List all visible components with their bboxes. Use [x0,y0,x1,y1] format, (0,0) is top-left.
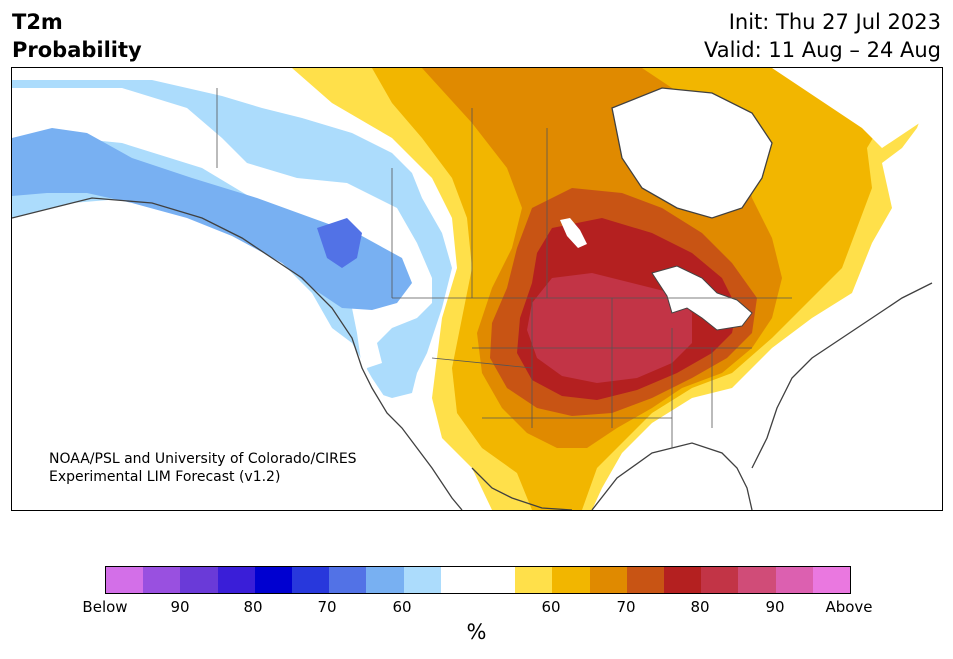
colorbar-unit: % [466,620,487,644]
map-title: T2m Probability [12,8,142,64]
colorbar-segment [180,567,218,593]
colorbar-tick-label: Below [82,598,128,616]
colorbar-segment [254,567,293,593]
probability-map [11,67,943,511]
credit-line-1: NOAA/PSL and University of Colorado/CIRE… [49,451,357,467]
colorbar-segment [217,567,255,593]
colorbar-segment [664,567,702,593]
political-borders [216,88,792,448]
colorbar-segment [403,567,441,593]
colorbar-tick-label: 80 [690,598,710,616]
colorbar-segment [366,567,404,593]
colorbar-segment [478,567,516,593]
credit-line-2: Experimental LIM Forecast (v1.2) [49,469,281,485]
coastlines [12,87,933,510]
atlantic-ocean [772,283,942,510]
colorbar-segment [738,567,776,593]
arctic-water [772,68,942,148]
colorbar-tick-label: Above [825,598,873,616]
colorbar-tick-label: 70 [317,598,337,616]
colorbar-segment [626,567,665,593]
colorbar-segment [701,567,739,593]
forecast-credit: NOAA/PSL and University of Colorado/CIRE… [49,450,357,486]
colorbar-tick-label: 90 [170,598,190,616]
colorbar-tick-label: 80 [243,598,263,616]
title-line-2: Probability [12,38,142,62]
probability-colorbar [105,566,851,594]
init-date: Init: Thu 27 Jul 2023 [728,10,941,34]
below-normal-60-region [12,80,452,398]
above-normal-85-region [527,273,692,383]
colorbar-tick-label: 70 [616,598,636,616]
colorbar-segment [812,567,851,593]
below-normal-70-region [12,128,412,310]
pacific-ocean [12,268,452,510]
forecast-dates: Init: Thu 27 Jul 2023 Valid: 11 Aug – 24… [704,8,941,64]
colorbar-ticks: Below 90 80 70 60 60 70 80 90 Above [82,598,872,618]
lake-winnipeg [560,218,587,248]
colorbar-tick-label: 90 [765,598,785,616]
colorbar-segment [292,567,330,593]
colorbar-segment [440,567,479,593]
colorbar-segment [775,567,813,593]
colorbar-segment [515,567,553,593]
gulf-of-mexico [592,440,762,510]
colorbar-segment [143,567,181,593]
colorbar-segment [329,567,367,593]
title-line-1: T2m [12,10,63,34]
hudson-bay [612,88,772,218]
valid-date: Valid: 11 Aug – 24 Aug [703,38,941,62]
map-canvas [12,68,942,510]
colorbar-tick-label: 60 [392,598,412,616]
colorbar-segment [106,567,144,593]
colorbar-tick-label: 60 [541,598,561,616]
colorbar-segment [552,567,590,593]
below-normal-80-region [317,218,362,268]
colorbar-segment [589,567,627,593]
